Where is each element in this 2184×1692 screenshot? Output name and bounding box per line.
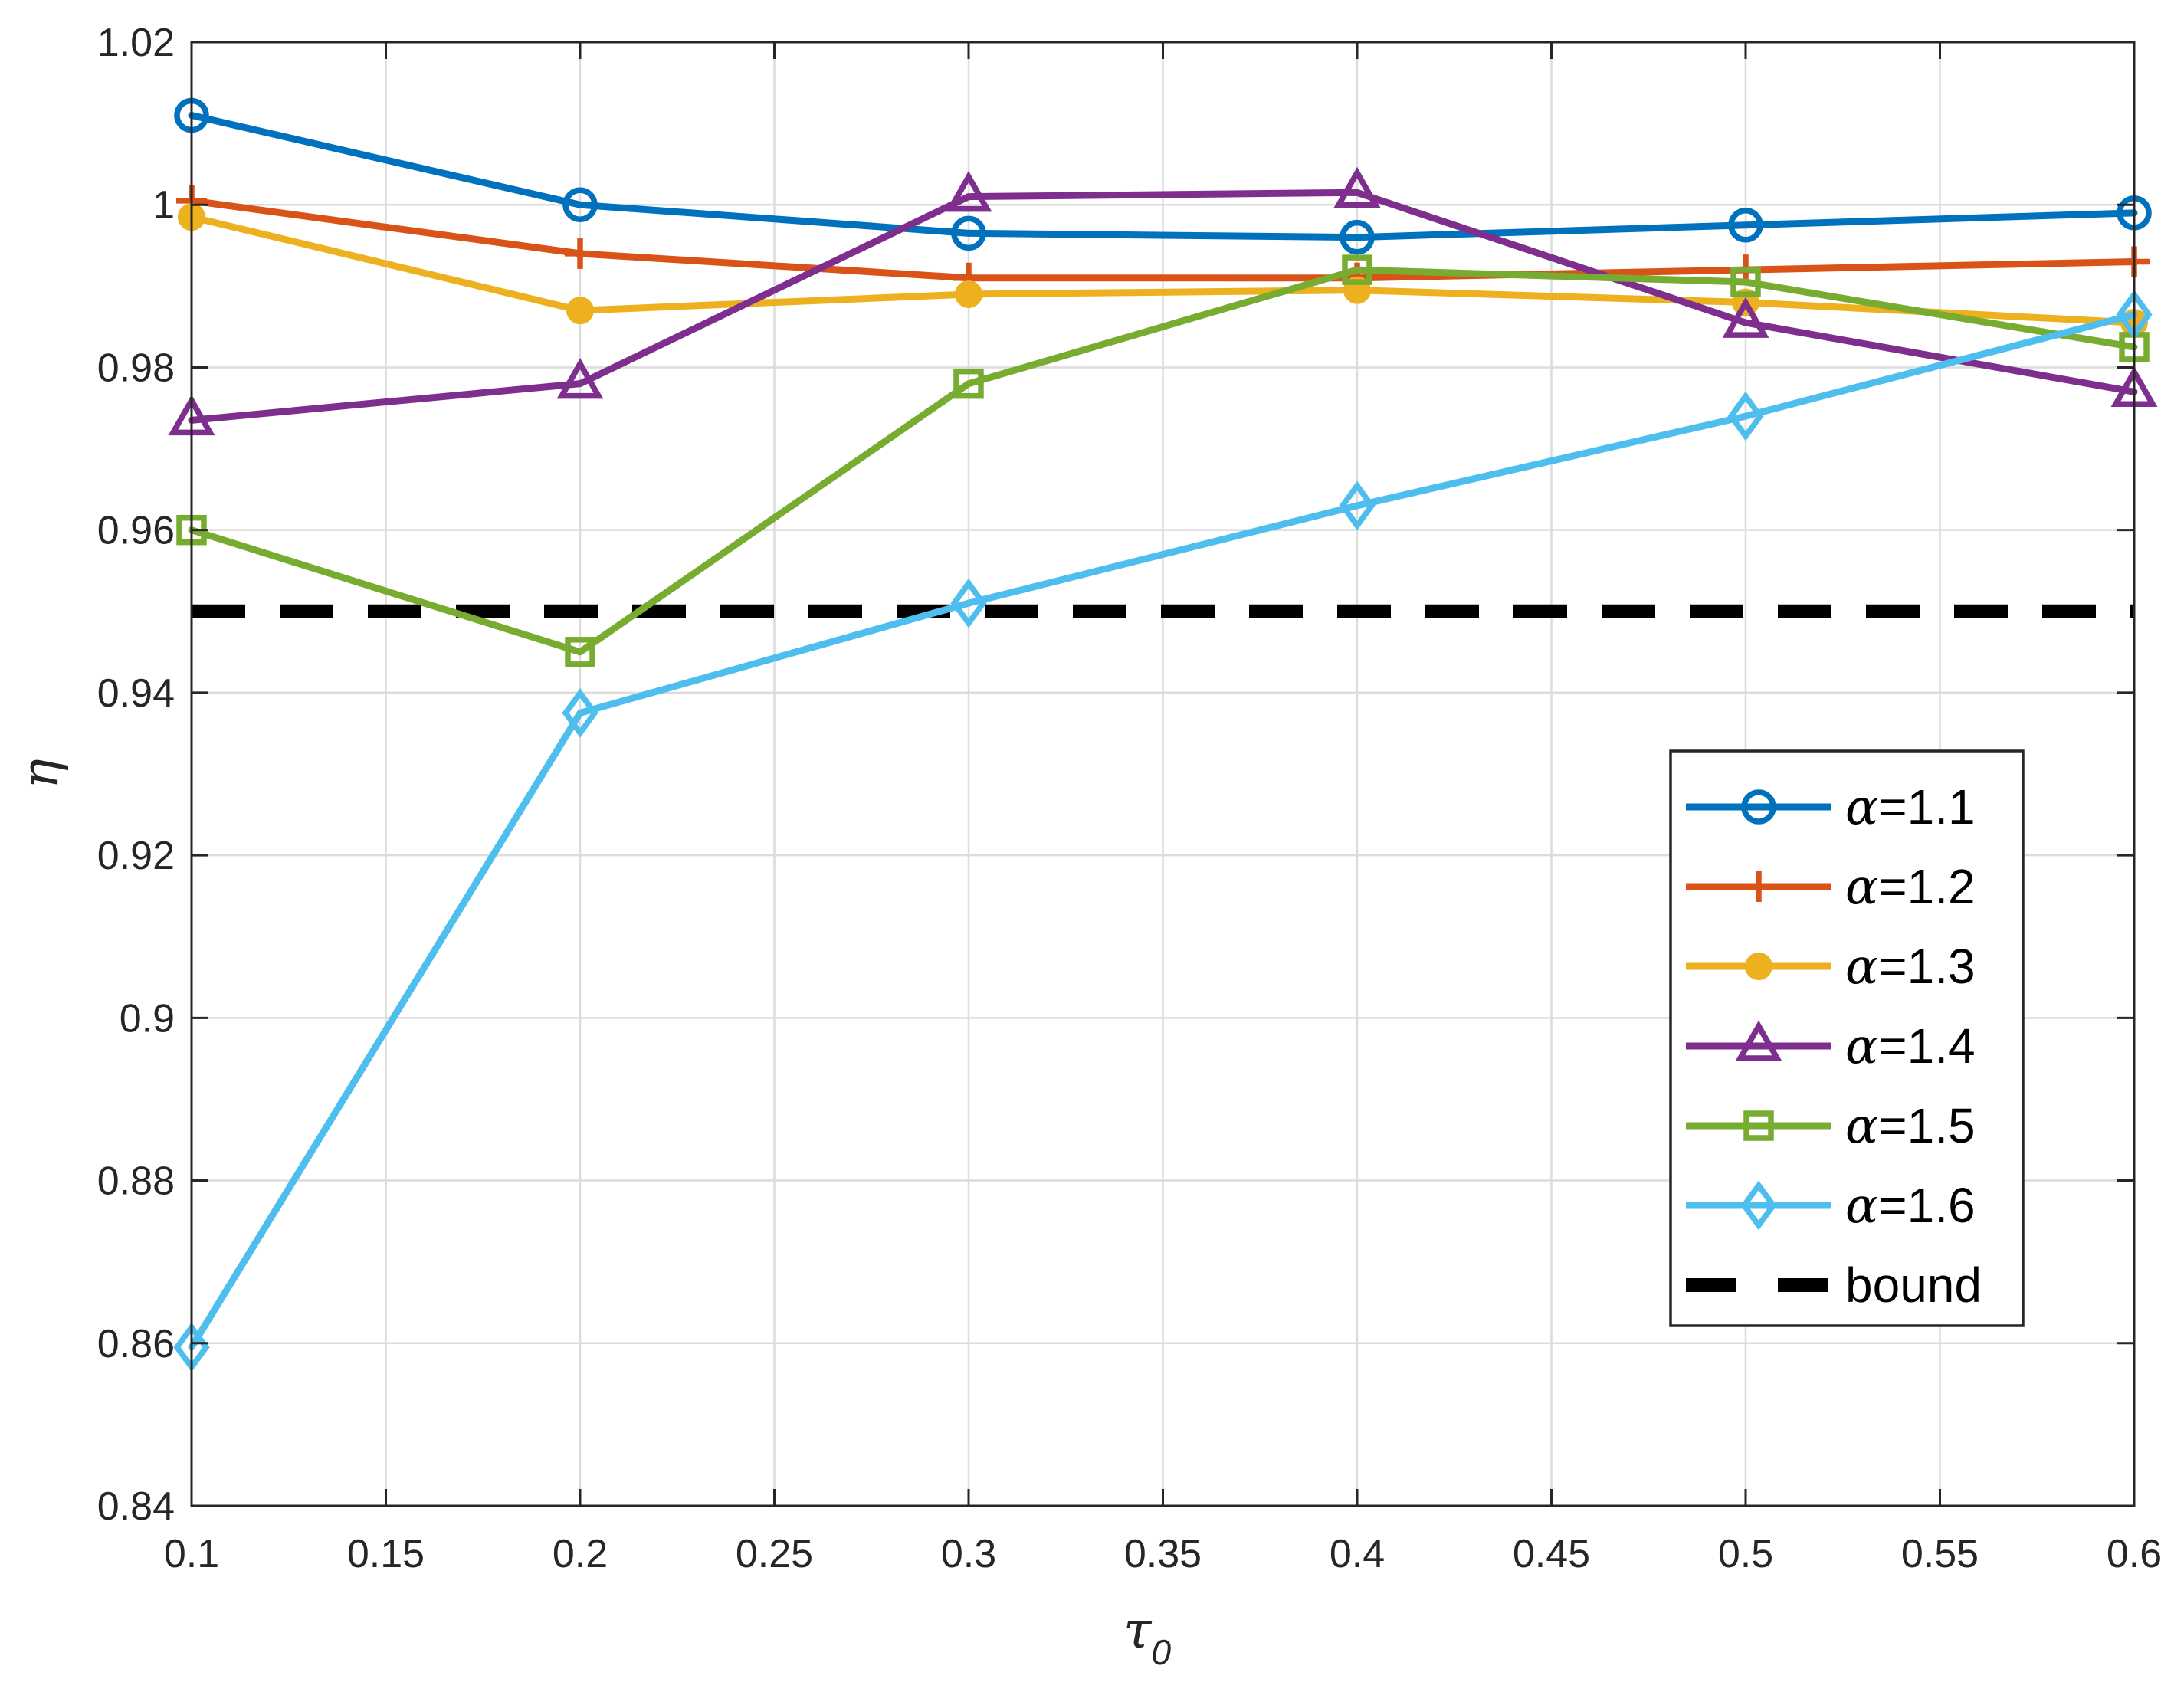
legend-label: α=1.3 xyxy=(1845,939,1976,995)
x-tick-label: 0.35 xyxy=(1124,1532,1202,1576)
data-point xyxy=(1722,297,1769,338)
legend-value: =1.6 xyxy=(1878,1178,1975,1233)
data-point xyxy=(565,637,595,667)
legend-item-2: α=1.2 xyxy=(1686,859,1976,916)
legend-value: =1.3 xyxy=(1878,939,1975,994)
y-tick-label: 0.92 xyxy=(97,834,175,878)
data-point xyxy=(1339,480,1376,531)
legend-box xyxy=(1669,749,2025,1327)
legend-value: =1.1 xyxy=(1878,779,1975,835)
series-line xyxy=(188,197,2138,282)
y-tick-label: 1.02 xyxy=(97,21,175,65)
x-tick-label: 0.55 xyxy=(1901,1532,1979,1576)
legend-label: bound xyxy=(1845,1258,1982,1313)
x-tick-label: 0.1 xyxy=(164,1532,219,1576)
legend-item-4: α=1.4 xyxy=(1686,1018,1976,1075)
legend-item-6: α=1.6 xyxy=(1686,1178,1976,1235)
data-point xyxy=(951,215,986,251)
series-line xyxy=(188,310,2138,1351)
x-tick-label: 0.45 xyxy=(1513,1532,1590,1576)
data-point xyxy=(566,297,594,325)
y-tick-labels: 0.84 0.86 0.88 0.9 0.92 0.94 0.96 0.98 1 1.02 xyxy=(97,21,175,1529)
y-tick-label: 0.84 xyxy=(97,1484,175,1529)
y-axis-label: η xyxy=(11,759,70,789)
data-point xyxy=(1342,254,1372,285)
legend-value: =1.2 xyxy=(1878,859,1975,914)
legend-symbol: α xyxy=(1845,859,1878,916)
data-point xyxy=(1730,267,1761,297)
legend-value: =1.5 xyxy=(1878,1098,1975,1153)
x-tick-label: 0.3 xyxy=(941,1532,996,1576)
data-point xyxy=(1340,219,1375,255)
data-point xyxy=(1728,208,1763,243)
legend-label: α=1.6 xyxy=(1845,1178,1976,1235)
legend-marker xyxy=(1743,1110,1774,1141)
x-tick-labels: 0.1 0.15 0.2 0.25 0.3 0.35 0.4 0.45 0.5 0.55 0.6 xyxy=(164,1532,2162,1576)
series-line xyxy=(188,189,2138,424)
legend-item-1: α=1.1 xyxy=(1686,779,1976,836)
data-point xyxy=(562,688,598,738)
y-tick-label: 0.86 xyxy=(97,1322,175,1366)
legend-marker xyxy=(1741,789,1776,825)
series-line xyxy=(188,266,2138,656)
data-point xyxy=(945,171,992,212)
legend-item-5: α=1.5 xyxy=(1686,1098,1976,1155)
legend-symbol: α xyxy=(1845,939,1878,995)
legend-marker xyxy=(1743,871,1774,902)
data-point xyxy=(556,358,604,399)
data-point xyxy=(955,280,982,308)
data-point xyxy=(953,368,984,399)
legend-symbol: α xyxy=(1845,1018,1878,1075)
x-tick-label: 0.2 xyxy=(553,1532,608,1576)
data-point xyxy=(562,187,598,222)
series-line xyxy=(188,213,2138,326)
data-point xyxy=(565,238,595,269)
x-tick-label: 0.6 xyxy=(2107,1532,2162,1576)
legend-value: =1.4 xyxy=(1878,1018,1975,1074)
y-tick-label: 0.98 xyxy=(97,346,175,390)
x-tick-label: 0.4 xyxy=(1330,1532,1385,1576)
legend-marker xyxy=(1740,1180,1777,1231)
data-point xyxy=(1333,166,1381,208)
legend-label: α=1.4 xyxy=(1845,1018,1976,1075)
x-axis-label: τ0 xyxy=(1123,1601,1172,1672)
legend-label: α=1.5 xyxy=(1845,1098,1976,1155)
y-tick-label: 0.88 xyxy=(97,1159,175,1204)
legend-item-bound: bound xyxy=(1686,1258,1982,1313)
series-line xyxy=(188,112,2138,241)
legend-item-3: α=1.3 xyxy=(1686,939,1976,995)
legend-marker xyxy=(1735,1020,1782,1061)
legend-symbol: α xyxy=(1845,1178,1878,1235)
legend-label: α=1.1 xyxy=(1845,779,1976,836)
legend-label: α=1.2 xyxy=(1845,859,1976,916)
y-tick-label: 1 xyxy=(152,183,175,228)
x-tick-label: 0.15 xyxy=(347,1532,425,1576)
data-point xyxy=(1727,391,1764,441)
y-tick-label: 0.9 xyxy=(120,996,175,1041)
legend-symbol: α xyxy=(1845,1098,1878,1155)
y-tick-label: 0.96 xyxy=(97,509,175,553)
y-tick-label: 0.94 xyxy=(97,671,175,716)
axis-ticks xyxy=(190,41,2136,1507)
x-tick-label: 0.25 xyxy=(736,1532,813,1576)
legend-marker xyxy=(1745,953,1772,980)
data-point xyxy=(950,578,987,628)
legend-symbol: α xyxy=(1845,779,1878,836)
x-tick-label: 0.5 xyxy=(1718,1532,1773,1576)
